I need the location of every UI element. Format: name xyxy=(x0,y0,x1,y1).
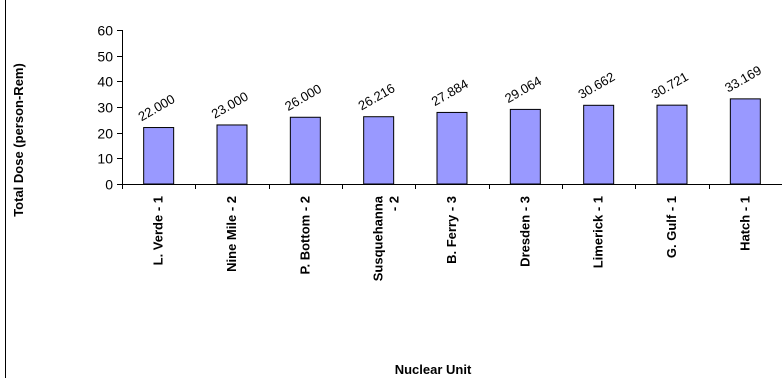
x-category-label: Hatch - 1 xyxy=(737,196,752,251)
y-tick-label: 20 xyxy=(97,126,113,142)
data-label: 29.064 xyxy=(502,73,544,106)
bar xyxy=(216,124,248,185)
bar xyxy=(436,111,468,185)
y-tick-label: 10 xyxy=(97,151,113,167)
x-category-label: - 2 xyxy=(387,196,402,211)
data-label: 27.884 xyxy=(429,76,471,109)
data-label: 30.662 xyxy=(575,69,617,102)
bar xyxy=(363,116,395,185)
bar xyxy=(729,98,761,185)
bar xyxy=(656,104,688,185)
y-tick-label: 50 xyxy=(97,49,113,65)
bar xyxy=(583,104,615,185)
bar xyxy=(143,127,175,185)
x-category-label: G. Gulf - 1 xyxy=(664,196,679,258)
y-tick-label: 0 xyxy=(105,177,113,193)
data-label: 26.216 xyxy=(355,80,397,113)
x-category-label: L. Verde - 1 xyxy=(151,196,166,265)
data-label: 30.721 xyxy=(649,69,691,102)
x-category-label: Susquehanna xyxy=(371,195,386,281)
y-tick-label: 40 xyxy=(97,74,113,90)
x-category-label: Limerick - 1 xyxy=(591,196,606,268)
data-label: 23.000 xyxy=(209,89,251,122)
bar xyxy=(289,116,321,185)
data-label: 33.169 xyxy=(722,63,764,96)
bar xyxy=(509,108,541,185)
y-tick-label: 60 xyxy=(97,23,113,39)
data-label: 22.000 xyxy=(135,91,177,124)
x-category-label: B. Ferry - 3 xyxy=(444,196,459,264)
y-axis-title: Total Dose (person-Rem) xyxy=(11,63,26,217)
x-category-label: P. Bottom - 2 xyxy=(297,196,312,275)
x-category-label: Dresden - 3 xyxy=(517,196,532,267)
x-category-label: Nine Mile - 2 xyxy=(224,196,239,272)
y-tick-label: 30 xyxy=(97,100,113,116)
data-label: 26.000 xyxy=(282,81,324,114)
x-axis-title: Nuclear Unit xyxy=(395,362,472,377)
